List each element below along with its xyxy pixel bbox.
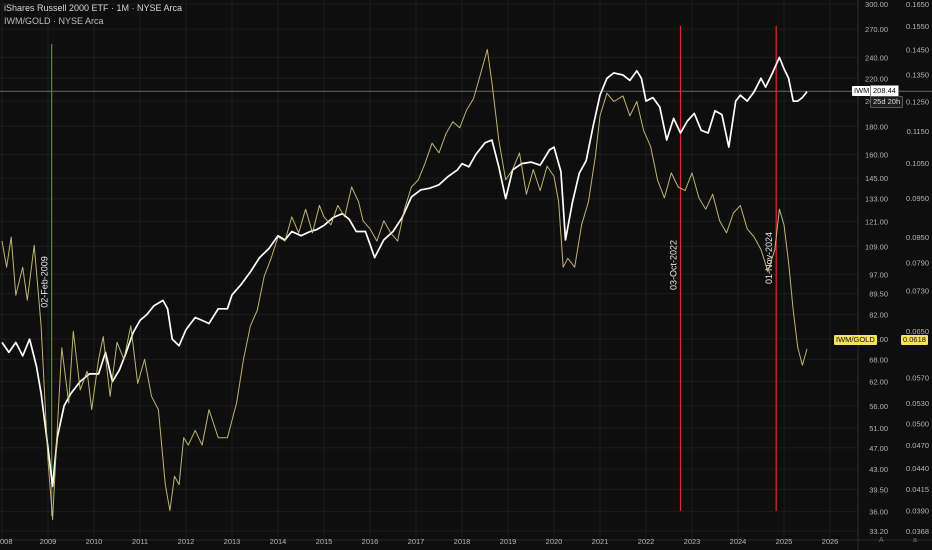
left-scale-tick-label: 89.50 bbox=[869, 290, 888, 299]
right-scale-tick-label: 0.0530 bbox=[906, 399, 929, 408]
left-scale-tick-label: 97.00 bbox=[869, 270, 888, 279]
time-tick-label: 2015 bbox=[316, 537, 333, 546]
iwm-gold-series-line[interactable] bbox=[1, 48, 808, 521]
right-scale-tick-label: 0.0470 bbox=[906, 441, 929, 450]
ratio-legend-tag: IWM/GOLD bbox=[834, 335, 877, 345]
right-scale-tick-label: 0.1050 bbox=[906, 159, 929, 168]
left-scale-tick-label: 56.00 bbox=[869, 402, 888, 411]
left-scale-tick-label: 47.00 bbox=[869, 444, 888, 453]
left-scale-tick-label: 180.00 bbox=[865, 122, 888, 131]
time-tick-label: 2026 bbox=[822, 537, 839, 546]
right-scale-tick-label: 0.0415 bbox=[906, 485, 929, 494]
iwm-legend-tag: IWM bbox=[852, 86, 872, 96]
time-tick-label: 2011 bbox=[132, 537, 148, 546]
left-scale-tick-label: 62.00 bbox=[869, 377, 888, 386]
time-tick-label: 2014 bbox=[270, 537, 287, 546]
right-scale-tick-label: 0.0570 bbox=[906, 373, 929, 382]
left-scale-tick-label: 36.00 bbox=[869, 508, 888, 517]
right-scale-tick-label: 0.0850 bbox=[906, 233, 929, 242]
right-scale-tick-label: 0.1250 bbox=[906, 98, 929, 107]
vertical-marker-label: 03-Oct-2022 bbox=[669, 240, 679, 290]
right-scale-tick-label: 0.1550 bbox=[906, 22, 929, 31]
time-tick-label: 2025 bbox=[776, 537, 793, 546]
left-scale-tick-label: 145.00 bbox=[865, 174, 888, 183]
ratio-price-label: 0.0618 bbox=[901, 335, 928, 345]
left-scale-tick-label: 240.00 bbox=[865, 53, 888, 62]
left-scale-tick-label: 33.20 bbox=[869, 527, 888, 536]
right-scale-tick-label: 0.0790 bbox=[906, 259, 929, 268]
vertical-marker-label: 02-Feb-2009 bbox=[40, 256, 50, 308]
right-scale-tick-label: 0.0650 bbox=[906, 327, 929, 336]
bar-countdown-label: 25d 20h bbox=[870, 96, 904, 108]
left-scale-tick-label: 82.00 bbox=[869, 311, 888, 320]
time-tick-label: 2017 bbox=[408, 537, 425, 546]
time-tick-label: 2012 bbox=[178, 537, 195, 546]
left-scale-tick-label: 121.00 bbox=[865, 217, 888, 226]
chart-subtitle: IWM/GOLD · NYSE Arca bbox=[4, 16, 104, 26]
time-tick-label: 2009 bbox=[40, 537, 57, 546]
left-scale-tick-label: 133.00 bbox=[865, 195, 888, 204]
right-scale-tick-label: 0.0500 bbox=[906, 419, 929, 428]
left-scale-tick-label: 39.50 bbox=[869, 485, 888, 494]
right-scale-tick-label: 0.0950 bbox=[906, 194, 929, 203]
time-tick-label: 2013 bbox=[224, 537, 241, 546]
time-tick-label: 2018 bbox=[454, 537, 471, 546]
time-tick-label: 2023 bbox=[684, 537, 701, 546]
time-tick-label: 2021 bbox=[592, 537, 609, 546]
time-tick-label: 2022 bbox=[638, 537, 655, 546]
left-scale-tick-label: 74.00 bbox=[869, 335, 888, 344]
left-scale-tick-label: 109.00 bbox=[865, 242, 888, 251]
left-scale-tick-label: 68.00 bbox=[869, 355, 888, 364]
time-tick-label: 2016 bbox=[362, 537, 379, 546]
right-scale-tick-label: 0.1150 bbox=[907, 127, 929, 136]
right-scale-tick-label: 0.0390 bbox=[906, 507, 929, 516]
time-tick-label: 2024 bbox=[730, 537, 747, 546]
left-scale-tick-label: 160.00 bbox=[865, 150, 888, 159]
auto-scale-button[interactable]: A bbox=[879, 537, 884, 544]
time-tick-label: 2010 bbox=[86, 537, 103, 546]
right-scale-tick-label: 0.1450 bbox=[906, 45, 929, 54]
right-scale-tick-label: 0.1650 bbox=[906, 0, 929, 9]
right-scale-tick-label: 0.0440 bbox=[906, 464, 929, 473]
time-tick-label: 008 bbox=[0, 537, 13, 546]
left-scale-tick-label: 51.00 bbox=[869, 424, 888, 433]
time-tick-label: 2019 bbox=[500, 537, 517, 546]
vertical-marker-label: 01-Nov-2024 bbox=[764, 232, 774, 284]
time-tick-label: 2020 bbox=[546, 537, 563, 546]
right-scale-tick-label: 0.0368 bbox=[906, 527, 929, 536]
left-scale-tick-label: 300.00 bbox=[865, 0, 888, 9]
settings-button[interactable]: a bbox=[913, 537, 917, 544]
right-scale-tick-label: 0.1350 bbox=[906, 70, 929, 79]
chart-title: iShares Russell 2000 ETF · 1M · NYSE Arc… bbox=[4, 3, 183, 13]
left-scale-tick-label: 43.00 bbox=[869, 465, 888, 474]
left-scale-tick-label: 220.00 bbox=[865, 74, 888, 83]
right-scale-tick-label: 0.0730 bbox=[906, 286, 929, 295]
iwm-price-label: 208.44 bbox=[870, 85, 899, 97]
left-scale-tick-label: 270.00 bbox=[865, 25, 888, 34]
